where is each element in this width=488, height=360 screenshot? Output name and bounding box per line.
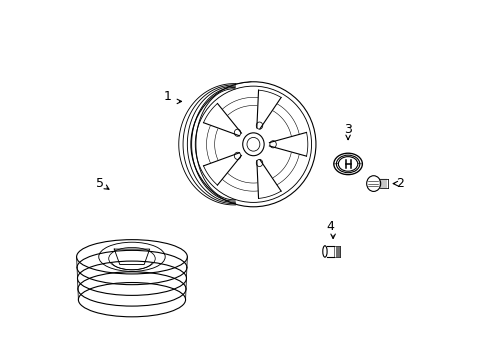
Text: 3: 3 [344, 123, 351, 136]
Text: 4: 4 [325, 220, 333, 233]
Text: 5: 5 [96, 177, 103, 190]
Text: 2: 2 [395, 177, 403, 190]
Text: 1: 1 [163, 90, 171, 103]
